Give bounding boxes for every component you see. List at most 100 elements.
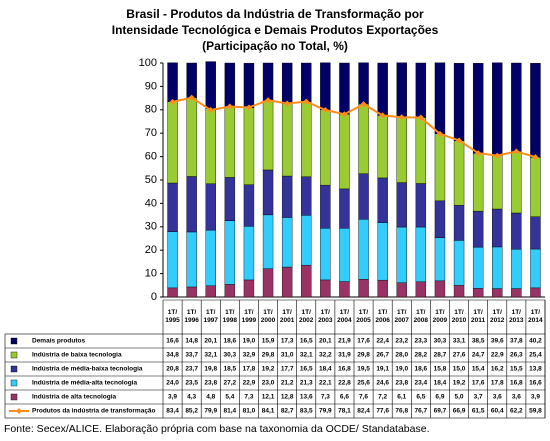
table-cell: 15,9 [262, 338, 275, 345]
bar-segment [415, 62, 427, 118]
bar-segment [396, 62, 407, 118]
bar-segment [453, 240, 465, 286]
table-cell: 17,7 [281, 366, 294, 373]
legend-label: Indústria de baixa tecnologia [32, 352, 122, 359]
x-tick-label: 1T/ 2006 [375, 309, 390, 324]
table-cell: 7,6 [359, 394, 368, 401]
x-tick-label: 1T/ 2007 [394, 309, 409, 324]
bar-segment [262, 214, 274, 269]
legend-swatch [10, 393, 18, 401]
bar-segment [205, 108, 216, 184]
line-marker [475, 150, 482, 157]
table-cell: 21,3 [300, 380, 313, 387]
table-cell: 15,4 [472, 366, 485, 373]
bar-segment [281, 175, 293, 218]
y-tick-label: 10 [145, 268, 157, 280]
table-cell: 18,6 [224, 338, 237, 345]
bar-segment [377, 279, 388, 298]
table-cell: 23,8 [395, 380, 408, 387]
table-cell: 76,7 [415, 408, 428, 415]
legend-swatch [10, 365, 18, 373]
table-cell: 6,9 [435, 394, 444, 401]
table-cell: 22,8 [338, 380, 351, 387]
line-marker [494, 152, 501, 159]
bar-segment [530, 248, 541, 289]
table-cell: 60,4 [491, 408, 504, 415]
bar-segment [358, 173, 369, 220]
y-tick-label: 40 [145, 197, 157, 209]
table-cell: 29,8 [357, 352, 370, 359]
table-cell: 32,1 [204, 352, 217, 359]
x-tick-label: 1T/ 1997 [203, 309, 218, 324]
bar-segment [358, 103, 369, 174]
bar-segment [492, 62, 503, 156]
line-marker [360, 101, 367, 108]
table-cell: 85,2 [185, 408, 198, 415]
x-tick-label: 1T/ 2008 [413, 309, 429, 324]
table-cell: 76,8 [395, 408, 408, 415]
bar-segment [415, 183, 427, 228]
bar-segment [434, 237, 446, 282]
line-marker [284, 100, 291, 107]
bar-segment [224, 62, 236, 107]
table-cell: 24,0 [166, 380, 179, 387]
chart-title: Brasil - Produtos da Indústria de Transf… [126, 7, 424, 21]
bar-segment [281, 62, 293, 104]
table-cell: 32,9 [243, 352, 256, 359]
bar-segment [186, 62, 197, 98]
line-marker [226, 103, 233, 110]
bar-segment [167, 182, 178, 232]
table-cell: 6,6 [340, 394, 349, 401]
x-tick-label: 1T/ 1995 [165, 309, 180, 324]
legend-swatch [10, 351, 18, 359]
bar-segment [339, 188, 350, 229]
table-cell: 3,9 [531, 394, 540, 401]
bar-segment [262, 62, 274, 101]
bar-segment [243, 107, 255, 185]
legend-swatch [10, 337, 18, 345]
table-cell: 19,2 [453, 380, 466, 387]
y-tick-label: 70 [145, 127, 157, 139]
table-cell: 32,2 [319, 352, 332, 359]
bar-segment [377, 115, 388, 179]
table-cell: 16,6 [529, 380, 542, 387]
y-tick-label: 80 [145, 104, 157, 116]
table-cell: 17,6 [357, 338, 370, 345]
bar-segment [243, 184, 255, 227]
line-marker [265, 97, 272, 104]
table-cell: 19,2 [262, 366, 275, 373]
table-cell: 79,9 [204, 408, 217, 415]
table-cell: 69,7 [434, 408, 447, 415]
bar-segment [320, 109, 331, 186]
table-cell: 13,6 [300, 394, 313, 401]
table-cell: 16,5 [300, 338, 313, 345]
table-cell: 18,4 [319, 366, 332, 373]
bar-segment [434, 62, 446, 134]
table-cell: 31,9 [338, 352, 351, 359]
x-tick-label: 1T/ 2011 [471, 309, 486, 324]
bar-segment [415, 281, 427, 298]
bar-segment [339, 228, 350, 282]
bar-segment [262, 169, 274, 216]
bar-segment [301, 264, 312, 298]
table-cell: 22,9 [491, 352, 504, 359]
table-cell: 20,1 [319, 338, 332, 345]
x-tick-label: 1T/ 1999 [241, 309, 257, 324]
table-cell: 25,6 [357, 380, 370, 387]
table-cell: 28,0 [395, 352, 408, 359]
table-cell: 32,1 [300, 352, 313, 359]
bar-segment [186, 97, 197, 177]
bar-segment [511, 212, 522, 250]
bar-segment [167, 287, 178, 298]
bar-segment [167, 101, 178, 184]
x-tick-label: 1T/ 1996 [184, 309, 199, 324]
table-cell: 3,9 [168, 394, 177, 401]
bar-segment [339, 114, 350, 190]
bar-segment [339, 62, 350, 115]
bar-segment [492, 208, 503, 248]
bar-segment [301, 101, 312, 177]
line-marker [456, 137, 463, 144]
source-note: Fonte: Secex/ALICE. Elaboração própria c… [4, 423, 430, 435]
table-cell: 13,8 [529, 366, 542, 373]
bar-segment [205, 285, 216, 298]
